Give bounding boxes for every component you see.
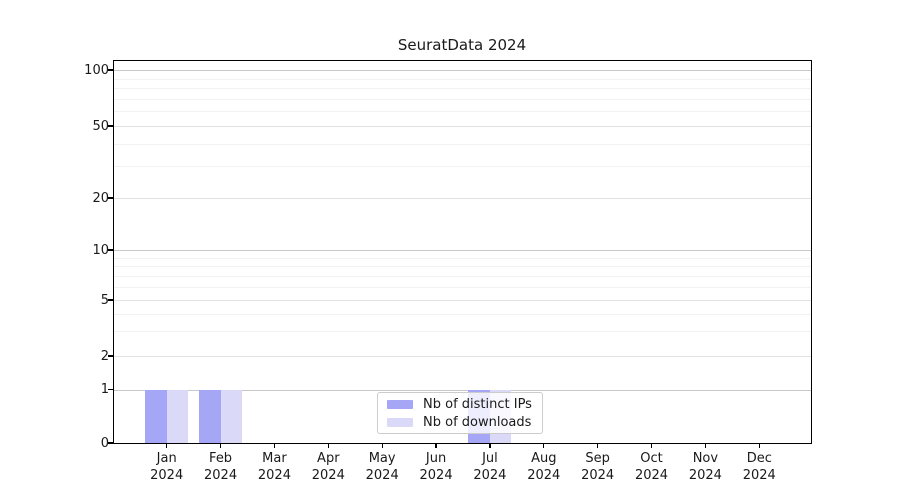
minor-gridline <box>113 166 811 168</box>
y-tick <box>108 388 113 391</box>
x-tick <box>435 443 437 448</box>
x-tick-label: Dec 2024 <box>742 451 776 483</box>
y-tick-label: 5 <box>100 292 109 308</box>
x-tick-label: Oct 2024 <box>634 451 669 483</box>
major-gridline <box>113 70 811 71</box>
y-tick-label: 10 <box>92 242 109 258</box>
x-tick <box>489 443 491 448</box>
x-tick-label: Aug 2024 <box>527 451 561 483</box>
y-tick <box>108 69 113 71</box>
major-gridline <box>113 250 811 251</box>
y-tick-label: 20 <box>92 190 109 206</box>
minor-gridline <box>113 78 811 80</box>
y-tick <box>108 442 113 444</box>
legend-item-downloads: Nb of downloads <box>387 415 533 430</box>
x-tick <box>219 443 222 448</box>
y-tick-label: 0 <box>100 435 109 451</box>
y-tick-label: 1 <box>100 382 109 397</box>
bar-distinct-ips-jan <box>145 389 167 443</box>
x-tick <box>327 443 329 448</box>
legend-swatch-downloads-icon <box>387 417 413 427</box>
major-gridline <box>113 300 811 301</box>
y-tick <box>108 197 113 199</box>
legend: Nb of distinct IPs Nb of downloads <box>377 392 543 434</box>
axis-spine-right <box>811 60 813 444</box>
minor-gridline <box>113 275 811 277</box>
bar-downloads-feb <box>220 389 243 443</box>
x-tick <box>597 443 599 448</box>
x-tick <box>273 443 276 448</box>
bar-distinct-ips-feb <box>199 389 221 443</box>
x-tick-label: Feb 2024 <box>204 451 238 483</box>
minor-gridline <box>113 266 811 268</box>
x-tick <box>650 443 653 448</box>
y-tick-label: 2 <box>100 348 109 364</box>
minor-gridline <box>113 313 811 315</box>
x-tick-label: Mar 2024 <box>257 451 291 483</box>
x-tick-label: Nov 2024 <box>688 451 722 483</box>
legend-label-downloads: Nb of downloads <box>423 414 532 430</box>
x-tick <box>166 443 168 448</box>
axis-spine-top <box>113 60 812 62</box>
x-tick <box>758 443 760 448</box>
axis-spine-left <box>113 60 115 444</box>
x-tick-label: Jul 2024 <box>473 451 507 483</box>
x-tick-label: Apr 2024 <box>311 451 345 483</box>
x-tick <box>543 443 545 448</box>
minor-gridline <box>113 286 811 288</box>
x-tick-label: Jan 2024 <box>150 451 184 483</box>
major-gridline <box>113 356 811 357</box>
chart-title: SeuratData 2024 <box>397 36 527 54</box>
x-tick-label: May 2024 <box>365 451 399 483</box>
bar-downloads-jan <box>166 389 189 443</box>
x-tick <box>704 443 707 448</box>
legend-item-distinct-ips: Nb of distinct IPs <box>387 397 533 412</box>
minor-gridline <box>113 331 811 333</box>
minor-gridline <box>113 98 811 100</box>
minor-gridline <box>113 88 811 90</box>
legend-swatch-distinct-ips-icon <box>387 399 413 409</box>
major-gridline <box>113 126 811 127</box>
y-tick <box>108 299 113 301</box>
y-tick <box>108 355 113 357</box>
minor-gridline <box>113 257 811 259</box>
legend-label-distinct-ips: Nb of distinct IPs <box>423 396 532 412</box>
major-gridline <box>113 389 811 391</box>
x-tick-label: Jun 2024 <box>419 451 453 483</box>
y-tick-label: 50 <box>92 118 109 134</box>
minor-gridline <box>113 143 811 145</box>
y-tick-label: 100 <box>84 62 109 78</box>
x-tick-label: Sep 2024 <box>581 451 615 483</box>
y-tick <box>108 125 113 127</box>
y-tick <box>108 249 113 251</box>
axis-spine-bottom <box>113 443 812 445</box>
minor-gridline <box>113 111 811 113</box>
x-tick <box>381 443 383 448</box>
major-gridline <box>113 198 811 199</box>
